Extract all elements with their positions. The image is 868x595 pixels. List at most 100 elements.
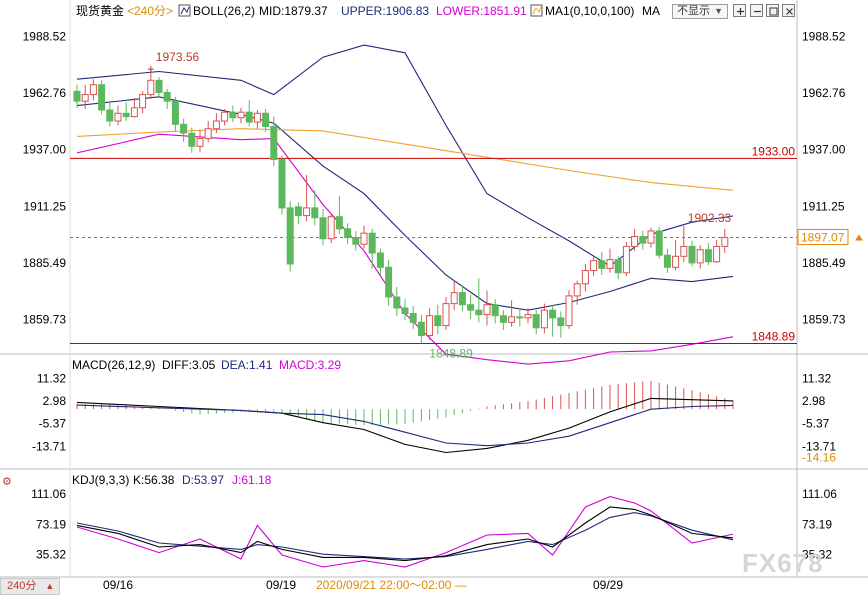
macd-y-tick-right: -5.37 <box>802 417 830 431</box>
add-indicator-button[interactable] <box>733 4 746 17</box>
candle-body <box>278 159 286 209</box>
candle-body <box>639 236 647 244</box>
candle-body <box>237 111 245 119</box>
candle-body <box>393 296 401 309</box>
macd-y-tick-left: 2.98 <box>43 394 67 408</box>
candle-body <box>335 216 343 230</box>
ma-legend-icon <box>530 4 543 17</box>
boll-legend-glyph <box>180 6 190 15</box>
candle-body <box>385 266 393 298</box>
candle-body <box>155 79 163 93</box>
toggle-display-label: 不显示 <box>677 5 710 17</box>
candle-body <box>163 91 171 102</box>
level-label: 1933.00 <box>752 144 796 158</box>
candle-body <box>458 292 466 306</box>
low-annotation: 1848.89 <box>429 346 473 360</box>
y-tick-label-right: 1937.00 <box>802 143 846 157</box>
boll-lower-value: LOWER:1851.91 <box>436 4 527 18</box>
toggle-display-dropdown[interactable]: 不显示 ▼ <box>672 4 728 19</box>
candle-body <box>655 230 663 256</box>
candle-body <box>647 230 655 244</box>
ma-legend-glyph <box>532 6 542 15</box>
macd-y-tick-right: -13.71 <box>802 439 836 453</box>
kdj-y-tick-left: 35.32 <box>36 548 66 562</box>
macd-y-tick-right: 11.32 <box>802 372 831 386</box>
candle-body <box>81 94 89 102</box>
candle-body <box>434 315 442 327</box>
candle-body <box>557 317 565 327</box>
candle-body <box>426 315 434 337</box>
candle-body <box>467 304 475 311</box>
candle-body <box>680 245 688 257</box>
candle-body <box>417 321 425 336</box>
candle-body <box>590 260 598 272</box>
candle-body <box>368 232 376 254</box>
y-tick-label-right: 1988.52 <box>802 29 846 43</box>
candle-body <box>475 309 483 316</box>
candle-body <box>311 207 319 219</box>
macd-y-tick-right: 2.98 <box>802 394 826 408</box>
macd-y-tick-left: -5.37 <box>39 417 67 431</box>
boll-mid-value: MID:1879.37 <box>259 4 328 18</box>
kdj-j-value: J:61.18 <box>232 473 272 487</box>
macd-y-tick-left: -13.71 <box>32 439 66 453</box>
macd-panel: 11.32 2.98 -5.37 -13.71 11.32 2.98 -5.37 -13.71… <box>32 372 836 465</box>
candle-body <box>147 79 155 96</box>
price-panel: 1988.52 1962.76 1937.00 1911.25 1885.49 1859.… <box>23 29 863 365</box>
candle-body <box>409 313 417 323</box>
close-panel-button[interactable] <box>782 4 795 17</box>
maximize-panel-button[interactable] <box>766 4 779 17</box>
remove-indicator-button[interactable] <box>750 4 763 17</box>
candle-body <box>130 107 138 118</box>
candle-body <box>270 126 278 160</box>
kdj-y-tick-right: 73.19 <box>802 517 832 531</box>
kdj-settings-icon[interactable]: ⚙ <box>2 476 12 488</box>
macd-label: MACD(26,12,9) <box>72 358 155 372</box>
kdj-y-tick-left: 111.06 <box>31 487 66 501</box>
candle-body <box>713 245 721 263</box>
candle-body <box>516 316 524 319</box>
boll-lower-line <box>76 133 734 365</box>
candle-body <box>180 123 188 134</box>
y-tick-label-left: 1937.00 <box>23 143 67 157</box>
macd-right-marker: -14.16 <box>802 450 836 464</box>
candle-body <box>221 111 229 122</box>
y-tick-label-left: 1885.49 <box>23 256 67 270</box>
candle-body <box>631 236 639 247</box>
watermark: FX678 <box>742 548 824 578</box>
candle-body <box>442 303 450 327</box>
candle-body <box>327 216 335 240</box>
candle-body <box>262 112 270 128</box>
y-tick-label-right: 1911.25 <box>802 199 845 213</box>
macd-dea-value: DEA:1.41 <box>221 358 273 372</box>
y-tick-label-right: 1859.73 <box>802 313 846 327</box>
candle-body <box>196 138 204 147</box>
candle-body <box>352 237 360 245</box>
period-selector-button[interactable]: 240分 ▲ <box>0 578 60 595</box>
kdj-d-line <box>76 512 734 560</box>
candle-body <box>614 259 622 274</box>
candle-body <box>532 314 540 329</box>
candle-body <box>319 217 327 240</box>
candle-body <box>286 207 294 265</box>
high-marker <box>147 66 154 73</box>
boll-legend-icon <box>178 4 191 17</box>
chevron-down-icon: ▼ <box>714 6 723 16</box>
candle-body <box>696 249 704 264</box>
plus-icon <box>737 8 744 15</box>
candle-body <box>704 249 712 263</box>
candle-body <box>672 255 680 268</box>
kdj-y-tick-left: 73.19 <box>36 517 66 531</box>
kdj-label: KDJ(9,3,3) <box>72 473 129 487</box>
candle-body <box>622 245 630 274</box>
kdj-k-line <box>76 506 734 562</box>
period-label: <240分> <box>127 4 173 18</box>
maximize-icon <box>769 7 778 16</box>
current-price-arrow <box>855 234 863 241</box>
current-price-box <box>797 228 849 245</box>
chevron-up-icon: ▲ <box>45 581 55 591</box>
current-price-label: 1897.07 <box>801 230 845 244</box>
candle-body <box>376 252 384 268</box>
